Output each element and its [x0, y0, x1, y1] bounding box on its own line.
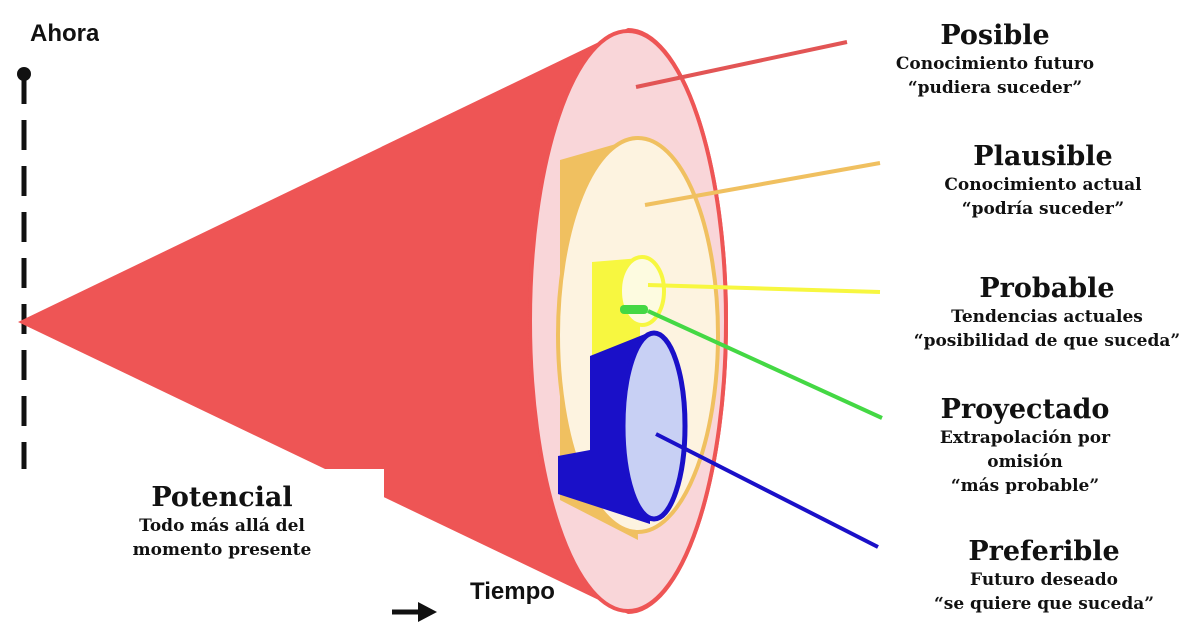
proyectado-desc-2: omisión: [987, 452, 1063, 472]
preferible-leader-line: [655, 432, 879, 549]
proyectado-title: Proyectado: [940, 394, 1110, 425]
plausible-label: Plausible Conocimiento actual “podría su…: [898, 141, 1184, 221]
now-label: Ahora: [30, 20, 100, 42]
probable-label: Probable Tendencias actuales “posibilida…: [897, 273, 1184, 353]
preferible-title: Preferible: [968, 536, 1120, 567]
preferible-desc-1: Futuro deseado: [970, 570, 1118, 590]
plausible-desc-2: “podría suceder”: [961, 199, 1125, 219]
posible-desc-1: Conocimiento futuro: [895, 54, 1095, 74]
probable-leader-line: [647, 283, 881, 294]
potencial-backdrop: [0, 469, 384, 625]
preferible-desc-2: “se quiere que suceda”: [933, 594, 1155, 614]
proyectado-desc-1: Extrapolación por: [939, 428, 1111, 448]
potencial-title: Potencial: [151, 482, 293, 513]
time-label: Tiempo: [470, 578, 555, 605]
potencial-label: Potencial Todo más allá del momento pres…: [92, 482, 352, 562]
posible-label: Posible Conocimiento futuro “pudiera suc…: [850, 20, 1140, 100]
plausible-title: Plausible: [973, 141, 1113, 172]
plausible-desc-1: Conocimiento actual: [944, 175, 1142, 195]
potencial-desc-1: Todo más allá del: [139, 516, 305, 536]
preferible-label: Preferible Futuro deseado “se quiere que…: [914, 536, 1174, 616]
probable-desc-1: Tendencias actuales: [951, 307, 1143, 327]
time-axis-arrowhead: [418, 602, 437, 622]
proyectado-leader-line: [647, 309, 883, 420]
probable-desc-2: “posibilidad de que suceda”: [913, 331, 1181, 351]
proyectado-marker: [620, 305, 648, 314]
probable-title: Probable: [979, 273, 1115, 304]
posible-desc-2: “pudiera suceder”: [907, 78, 1083, 98]
posible-title: Posible: [940, 20, 1050, 51]
preferible-disk: [620, 330, 688, 522]
proyectado-desc-3: “más probable”: [950, 476, 1100, 494]
potencial-desc-2: momento presente: [132, 540, 312, 560]
plausible-leader-line: [644, 161, 881, 207]
posible-leader-line: [635, 40, 848, 89]
proyectado-label: Proyectado Extrapolación por omisión “má…: [890, 394, 1160, 494]
